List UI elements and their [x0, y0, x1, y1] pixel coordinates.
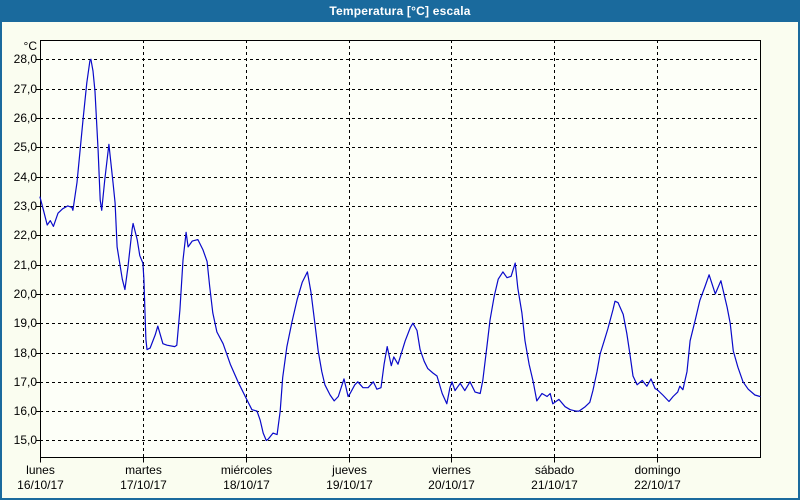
- day-name: domingo: [634, 463, 681, 477]
- day-name: sábado: [534, 463, 575, 477]
- y-tick-label: 16,0: [13, 403, 37, 418]
- y-tick-label: 17,0: [13, 374, 37, 389]
- day-date: 22/10/17: [634, 478, 681, 492]
- x-day-label: domingo 22/10/17: [613, 463, 703, 493]
- plot-canvas[interactable]: [35, 40, 761, 463]
- day-name: lunes: [26, 463, 55, 477]
- y-tick-label: 18,0: [13, 345, 37, 360]
- x-day-label: viernes 20/10/17: [407, 463, 497, 493]
- x-day-label: sábado 21/10/17: [510, 463, 600, 493]
- x-day-label: martes 17/10/17: [99, 463, 189, 493]
- day-date: 19/10/17: [326, 478, 373, 492]
- x-day-label: lunes 16/10/17: [0, 463, 86, 493]
- window-title: Temperatura [°C] escala: [329, 4, 471, 18]
- day-date: 20/10/17: [428, 478, 475, 492]
- day-name: jueves: [332, 463, 367, 477]
- y-tick-label: 26,0: [13, 110, 37, 125]
- day-date: 18/10/17: [223, 478, 270, 492]
- day-name: miércoles: [220, 463, 273, 477]
- y-tick-label: 19,0: [13, 315, 37, 330]
- y-tick-label: 23,0: [13, 198, 37, 213]
- y-tick-label: 27,0: [13, 81, 37, 96]
- day-date: 17/10/17: [120, 478, 167, 492]
- x-day-label: miércoles 18/10/17: [202, 463, 292, 493]
- y-tick-label: 21,0: [13, 257, 37, 272]
- x-day-label: jueves 19/10/17: [305, 463, 395, 493]
- y-tick-label: 28,0: [13, 51, 37, 66]
- y-tick-label: 25,0: [13, 139, 37, 154]
- y-tick-label: 24,0: [13, 169, 37, 184]
- day-date: 21/10/17: [531, 478, 578, 492]
- day-name: viernes: [432, 463, 471, 477]
- y-tick-label: 20,0: [13, 286, 37, 301]
- window-titlebar[interactable]: Temperatura [°C] escala: [0, 0, 800, 22]
- y-tick-label: 22,0: [13, 227, 37, 242]
- day-date: 16/10/17: [17, 478, 64, 492]
- y-tick-label: 15,0: [13, 432, 37, 447]
- y-axis-unit-label: °C: [23, 39, 37, 53]
- day-name: martes: [125, 463, 162, 477]
